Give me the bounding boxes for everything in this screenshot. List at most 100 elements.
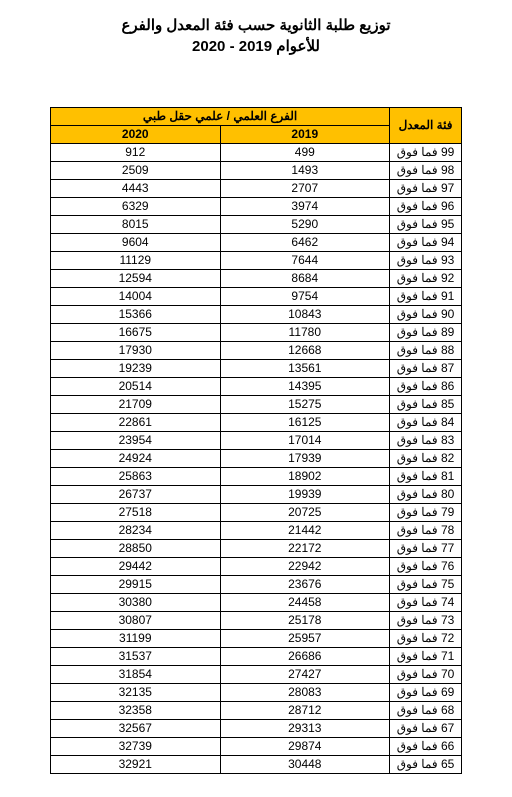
table-row: 98 فما فوق14932509	[51, 162, 462, 180]
value-2020: 27518	[51, 504, 221, 522]
value-2020: 23954	[51, 432, 221, 450]
value-2019: 17014	[220, 432, 390, 450]
grade-cell: 74 فما فوق	[390, 594, 462, 612]
value-2019: 29874	[220, 738, 390, 756]
grade-cell: 68 فما فوق	[390, 702, 462, 720]
value-2020: 30807	[51, 612, 221, 630]
grade-cell: 73 فما فوق	[390, 612, 462, 630]
table-row: 85 فما فوق1527521709	[51, 396, 462, 414]
table-row: 89 فما فوق1178016675	[51, 324, 462, 342]
value-2019: 25957	[220, 630, 390, 648]
value-2019: 13561	[220, 360, 390, 378]
grade-cell: 65 فما فوق	[390, 756, 462, 774]
grade-cell: 95 فما فوق	[390, 216, 462, 234]
value-2020: 21709	[51, 396, 221, 414]
value-2020: 29442	[51, 558, 221, 576]
value-2019: 499	[220, 144, 390, 162]
table-row: 73 فما فوق2517830807	[51, 612, 462, 630]
table-row: 67 فما فوق2931332567	[51, 720, 462, 738]
grade-cell: 83 فما فوق	[390, 432, 462, 450]
value-2020: 17930	[51, 342, 221, 360]
table-row: 95 فما فوق52908015	[51, 216, 462, 234]
value-2020: 11129	[51, 252, 221, 270]
distribution-table: فئة المعدل الفرع العلمي / علمي حقل طبي 2…	[50, 107, 462, 774]
table-row: 84 فما فوق1612522861	[51, 414, 462, 432]
grade-cell: 72 فما فوق	[390, 630, 462, 648]
value-2020: 2509	[51, 162, 221, 180]
value-2020: 28234	[51, 522, 221, 540]
value-2020: 19239	[51, 360, 221, 378]
value-2019: 16125	[220, 414, 390, 432]
value-2019: 19939	[220, 486, 390, 504]
grade-cell: 98 فما فوق	[390, 162, 462, 180]
grade-cell: 78 فما فوق	[390, 522, 462, 540]
table-row: 71 فما فوق2668631537	[51, 648, 462, 666]
table-row: 87 فما فوق1356119239	[51, 360, 462, 378]
value-2020: 31199	[51, 630, 221, 648]
value-2019: 28712	[220, 702, 390, 720]
grade-cell: 94 فما فوق	[390, 234, 462, 252]
value-2019: 25178	[220, 612, 390, 630]
table-row: 93 فما فوق764411129	[51, 252, 462, 270]
grade-cell: 77 فما فوق	[390, 540, 462, 558]
table-row: 80 فما فوق1993926737	[51, 486, 462, 504]
value-2020: 4443	[51, 180, 221, 198]
title-line2: للأعوام 2019 - 2020	[50, 36, 462, 57]
value-2019: 2707	[220, 180, 390, 198]
table-row: 90 فما فوق1084315366	[51, 306, 462, 324]
grade-cell: 97 فما فوق	[390, 180, 462, 198]
value-2020: 32739	[51, 738, 221, 756]
table-row: 68 فما فوق2871232358	[51, 702, 462, 720]
table-row: 75 فما فوق2367629915	[51, 576, 462, 594]
grade-cell: 87 فما فوق	[390, 360, 462, 378]
value-2019: 17939	[220, 450, 390, 468]
value-2020: 30380	[51, 594, 221, 612]
value-2019: 7644	[220, 252, 390, 270]
value-2020: 29915	[51, 576, 221, 594]
table-row: 83 فما فوق1701423954	[51, 432, 462, 450]
value-2019: 21442	[220, 522, 390, 540]
grade-cell: 90 فما فوق	[390, 306, 462, 324]
grade-cell: 79 فما فوق	[390, 504, 462, 522]
value-2020: 9604	[51, 234, 221, 252]
value-2020: 12594	[51, 270, 221, 288]
title-line1: توزيع طلبة الثانوية حسب فئة المعدل والفر…	[50, 15, 462, 36]
value-2019: 20725	[220, 504, 390, 522]
grade-cell: 75 فما فوق	[390, 576, 462, 594]
table-row: 77 فما فوق2217228850	[51, 540, 462, 558]
year-header-2019: 2019	[220, 126, 390, 144]
value-2020: 28850	[51, 540, 221, 558]
value-2020: 912	[51, 144, 221, 162]
value-2019: 15275	[220, 396, 390, 414]
table-row: 70 فما فوق2742731854	[51, 666, 462, 684]
value-2019: 6462	[220, 234, 390, 252]
value-2020: 14004	[51, 288, 221, 306]
value-2019: 24458	[220, 594, 390, 612]
value-2020: 32567	[51, 720, 221, 738]
grade-cell: 96 فما فوق	[390, 198, 462, 216]
value-2020: 32358	[51, 702, 221, 720]
table-row: 88 فما فوق1266817930	[51, 342, 462, 360]
table-row: 65 فما فوق3044832921	[51, 756, 462, 774]
value-2020: 16675	[51, 324, 221, 342]
grade-cell: 67 فما فوق	[390, 720, 462, 738]
table-row: 79 فما فوق2072527518	[51, 504, 462, 522]
grade-cell: 88 فما فوق	[390, 342, 462, 360]
table-row: 81 فما فوق1890225863	[51, 468, 462, 486]
grade-cell: 85 فما فوق	[390, 396, 462, 414]
grade-cell: 86 فما فوق	[390, 378, 462, 396]
grade-cell: 84 فما فوق	[390, 414, 462, 432]
value-2019: 3974	[220, 198, 390, 216]
value-2020: 32921	[51, 756, 221, 774]
table-row: 76 فما فوق2294229442	[51, 558, 462, 576]
grade-cell: 81 فما فوق	[390, 468, 462, 486]
branch-header: الفرع العلمي / علمي حقل طبي	[51, 108, 390, 126]
value-2020: 26737	[51, 486, 221, 504]
table-row: 86 فما فوق1439520514	[51, 378, 462, 396]
value-2019: 22942	[220, 558, 390, 576]
table-row: 66 فما فوق2987432739	[51, 738, 462, 756]
grade-cell: 89 فما فوق	[390, 324, 462, 342]
value-2020: 8015	[51, 216, 221, 234]
value-2019: 10843	[220, 306, 390, 324]
value-2020: 22861	[51, 414, 221, 432]
